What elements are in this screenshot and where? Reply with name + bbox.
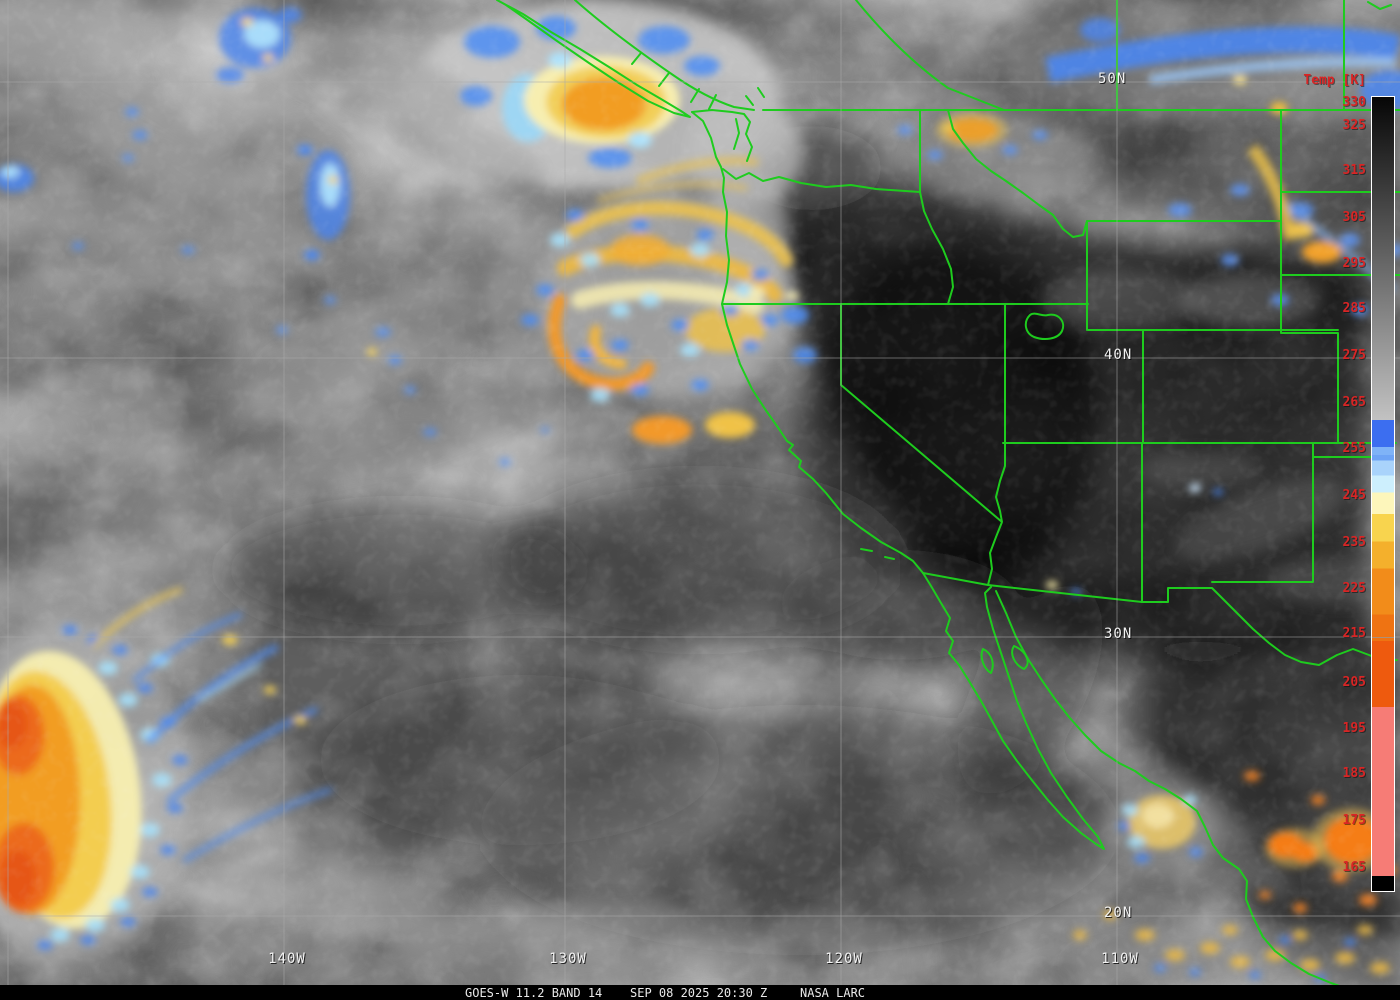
temp-tick-255: 255 bbox=[1342, 441, 1366, 456]
colorbar-gradient bbox=[1372, 97, 1394, 891]
temp-tick-195: 195 bbox=[1342, 721, 1366, 736]
temp-tick-305: 305 bbox=[1342, 210, 1366, 225]
temp-tick-165: 165 bbox=[1342, 860, 1366, 875]
lon-label-130w: 130W bbox=[549, 951, 587, 967]
temp-tick-330: 330 bbox=[1342, 95, 1366, 110]
temp-tick-285: 285 bbox=[1342, 301, 1366, 316]
colorbar bbox=[1371, 96, 1395, 892]
temp-tick-215: 215 bbox=[1342, 626, 1366, 641]
lat-label-50n: 50N bbox=[1098, 71, 1127, 87]
temp-tick-315: 315 bbox=[1342, 163, 1366, 178]
lon-label-120w: 120W bbox=[825, 951, 863, 967]
status-bar: GOES-W 11.2 BAND 14 SEP 08 2025 20:30 Z … bbox=[0, 985, 1400, 1000]
lon-label-110w: 110W bbox=[1101, 951, 1139, 967]
lat-label-40n: 40N bbox=[1104, 347, 1133, 363]
credit-label: NASA LARC bbox=[800, 986, 866, 1000]
temp-tick-265: 265 bbox=[1342, 395, 1366, 410]
temp-tick-185: 185 bbox=[1342, 766, 1366, 781]
product-label: GOES-W 11.2 BAND 14 bbox=[465, 986, 603, 1000]
temp-tick-175: 175 bbox=[1342, 813, 1366, 828]
temp-tick-295: 295 bbox=[1342, 256, 1366, 271]
colorbar-gridline-overlay bbox=[1372, 637, 1394, 638]
mexico-border-and-rio-grande bbox=[922, 572, 1398, 666]
temp-tick-235: 235 bbox=[1342, 535, 1366, 550]
coastline bbox=[691, 111, 1370, 998]
lon-label-140w: 140W bbox=[268, 951, 306, 967]
temp-tick-225: 225 bbox=[1342, 581, 1366, 596]
us-state-borders bbox=[721, 109, 1400, 603]
colorbar-title: Temp [K] bbox=[1303, 73, 1366, 88]
temp-tick-245: 245 bbox=[1342, 488, 1366, 503]
temp-tick-325: 325 bbox=[1342, 118, 1366, 133]
lakes-and-islands bbox=[860, 312, 1065, 674]
pacific-northwest-coast-detail bbox=[496, 0, 765, 162]
lat-label-30n: 30N bbox=[1104, 626, 1133, 642]
temp-tick-275: 275 bbox=[1342, 348, 1366, 363]
datetime-label: SEP 08 2025 20:30 Z bbox=[630, 986, 768, 1000]
lat-label-20n: 20N bbox=[1104, 905, 1133, 921]
temp-tick-205: 205 bbox=[1342, 675, 1366, 690]
